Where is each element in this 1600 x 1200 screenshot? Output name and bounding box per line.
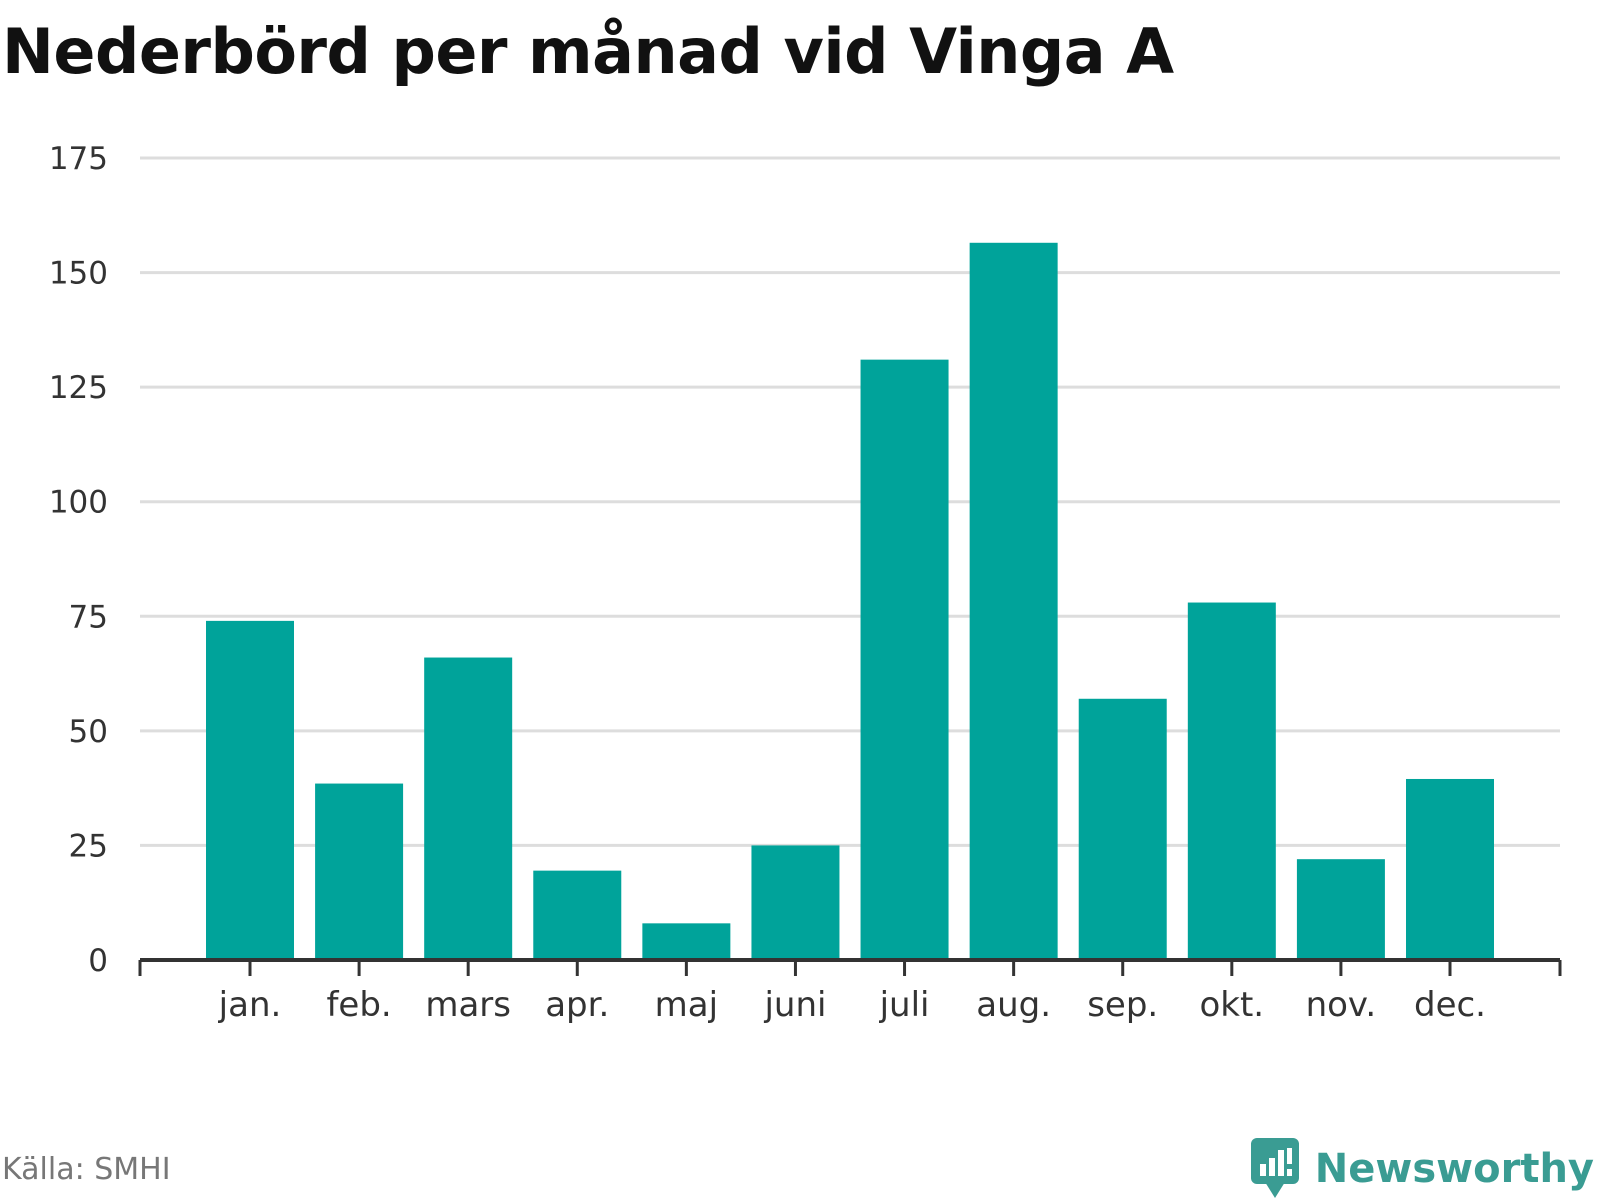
y-tick-label: 50 — [69, 714, 108, 750]
x-tick-label: feb. — [326, 985, 391, 1025]
bar-feb — [315, 783, 404, 960]
bar-apr — [533, 870, 622, 960]
bars — [206, 242, 1494, 961]
newsworthy-logo-icon — [1250, 1138, 1299, 1198]
x-tick-label: maj — [655, 985, 718, 1025]
y-tick-label: 100 — [49, 485, 108, 521]
bar-maj — [642, 923, 731, 960]
x-tick-label: nov. — [1306, 985, 1377, 1025]
y-tick-label: 150 — [49, 256, 108, 292]
bar-sep — [1078, 698, 1167, 960]
x-tick-label: apr. — [545, 985, 609, 1025]
y-tick-label: 0 — [88, 943, 108, 979]
x-tick-label: jan. — [218, 985, 282, 1025]
brand-logo: Newsworthy — [1250, 1138, 1594, 1200]
y-axis-ticks: 0 25 50 75 100 125 150 175 — [49, 141, 108, 979]
bar-nov — [1296, 859, 1385, 960]
x-tick-label: dec. — [1414, 985, 1486, 1025]
x-tick-label: okt. — [1199, 985, 1264, 1025]
bar-aug — [969, 242, 1058, 961]
bar-dec — [1406, 778, 1494, 960]
y-tick-label: 75 — [69, 599, 108, 635]
source-note: Källa: SMHI — [2, 1152, 171, 1187]
chart-title: Nederbörd per månad vid Vinga A — [2, 15, 1174, 88]
grid-lines — [140, 156, 1560, 847]
x-tick-label: sep. — [1087, 985, 1158, 1025]
y-tick-label: 25 — [69, 828, 108, 864]
bar-juni — [751, 845, 840, 960]
x-tick-label: mars — [425, 985, 511, 1025]
x-tick-label: juni — [763, 985, 826, 1025]
brand-name: Newsworthy — [1314, 1146, 1594, 1192]
bar-okt — [1187, 602, 1276, 960]
x-tick-label: juli — [879, 985, 930, 1025]
y-tick-label: 125 — [49, 370, 108, 406]
x-tick-label: aug. — [976, 985, 1051, 1025]
bar-juli — [860, 359, 949, 960]
x-axis: jan. feb. mars apr. maj juni juli aug. sep. okt. n… — [138, 958, 1562, 1025]
bar-jan — [206, 620, 294, 960]
bar-mars — [424, 657, 513, 960]
y-tick-label: 175 — [49, 141, 108, 177]
